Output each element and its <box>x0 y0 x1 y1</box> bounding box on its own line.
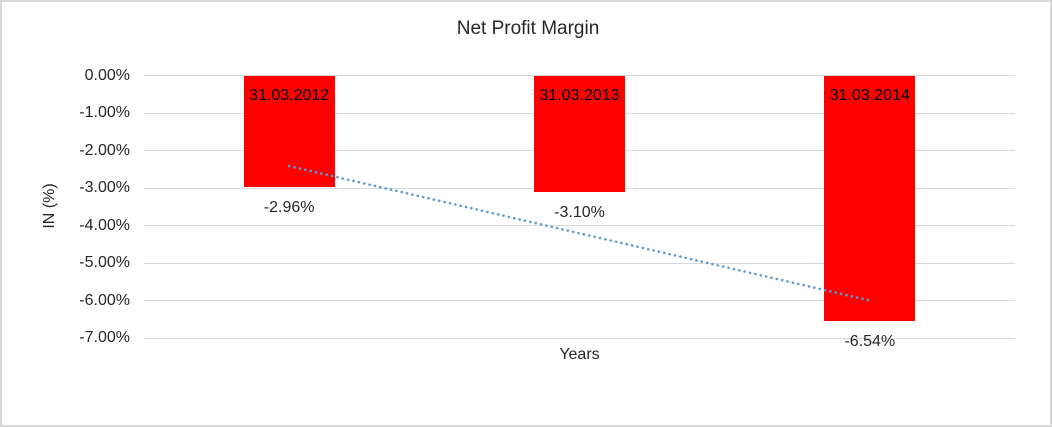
value-label: -2.96% <box>263 198 315 216</box>
y-tick-label: -5.00% <box>79 254 130 272</box>
category-label: 31.03.2013 <box>539 86 620 104</box>
category-label: 31.03.2014 <box>829 86 910 104</box>
value-label: -3.10% <box>554 203 605 221</box>
y-tick-label: -7.00% <box>79 329 130 347</box>
category-label: 31.03.2012 <box>249 86 330 104</box>
value-label: -6.54% <box>844 333 896 351</box>
x-axis-title: Years <box>559 346 600 363</box>
y-tick-label: -3.00% <box>79 179 130 197</box>
y-tick-label: -1.00% <box>79 104 130 122</box>
gridline <box>144 337 1015 339</box>
y-tick-label: -2.00% <box>79 141 130 159</box>
y-tick-label: -4.00% <box>79 216 130 234</box>
chart-title: Net Profit Margin <box>456 18 600 39</box>
y-tick-label: -6.00% <box>79 291 130 309</box>
y-tick-label: 0.00% <box>84 66 130 84</box>
bar <box>824 75 916 322</box>
